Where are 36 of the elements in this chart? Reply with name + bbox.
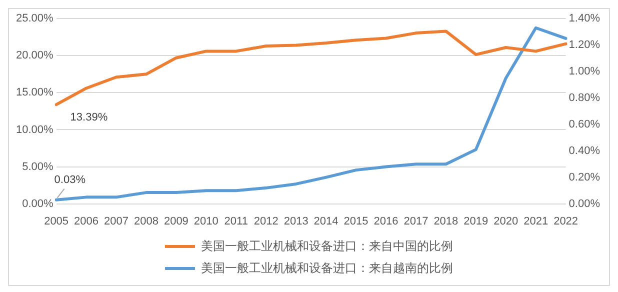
annotation: 0.03% bbox=[54, 174, 86, 186]
y-tick-label: 10.00% bbox=[16, 124, 54, 136]
y2-tick-label: 1.40% bbox=[568, 12, 600, 25]
y2-tick-label: 0.00% bbox=[568, 198, 600, 210]
y-tick-label: 20.00% bbox=[16, 50, 54, 62]
x-tick-label: 2013 bbox=[284, 215, 308, 228]
y2-tick-label: 0.80% bbox=[568, 92, 600, 104]
y2-tick-label: 1.00% bbox=[568, 66, 600, 78]
x-tick-label: 2012 bbox=[254, 215, 278, 228]
x-tick-label: 2007 bbox=[104, 215, 128, 228]
x-tick-label: 2022 bbox=[554, 215, 578, 228]
x-tick-label: 2006 bbox=[74, 215, 99, 228]
x-tick-label: 2010 bbox=[194, 215, 218, 228]
x-tick-label: 2009 bbox=[164, 215, 188, 228]
x-tick-label: 2020 bbox=[494, 215, 518, 228]
y-tick-label: 5.00% bbox=[22, 160, 54, 173]
legend-label: 美国一般工业机械和设备进口：来自中国的比例 bbox=[201, 238, 453, 254]
y-tick-label: 0.00% bbox=[22, 198, 54, 210]
y2-tick-label: 1.20% bbox=[568, 39, 600, 52]
y-tick-label: 25.00% bbox=[16, 12, 54, 25]
x-tick-label: 2005 bbox=[44, 215, 69, 228]
legend-label: 美国一般工业机械和设备进口：来自越南的比例 bbox=[201, 260, 453, 276]
y2-tick-label: 0.40% bbox=[568, 144, 600, 157]
x-tick-label: 2018 bbox=[434, 215, 458, 228]
y2-tick-label: 0.20% bbox=[568, 171, 600, 184]
x-tick-label: 2015 bbox=[344, 215, 368, 228]
annotation: 13.39% bbox=[70, 112, 108, 124]
x-tick-label: 2021 bbox=[524, 215, 548, 228]
x-tick-label: 2016 bbox=[374, 215, 398, 228]
x-tick-label: 2008 bbox=[134, 215, 158, 228]
x-tick-label: 2014 bbox=[314, 215, 338, 228]
x-tick-label: 2011 bbox=[224, 215, 248, 228]
x-tick-label: 2017 bbox=[404, 215, 428, 228]
x-tick-label: 2019 bbox=[464, 215, 488, 228]
y-tick-label: 15.00% bbox=[16, 86, 54, 99]
y2-tick-label: 0.60% bbox=[568, 118, 600, 130]
